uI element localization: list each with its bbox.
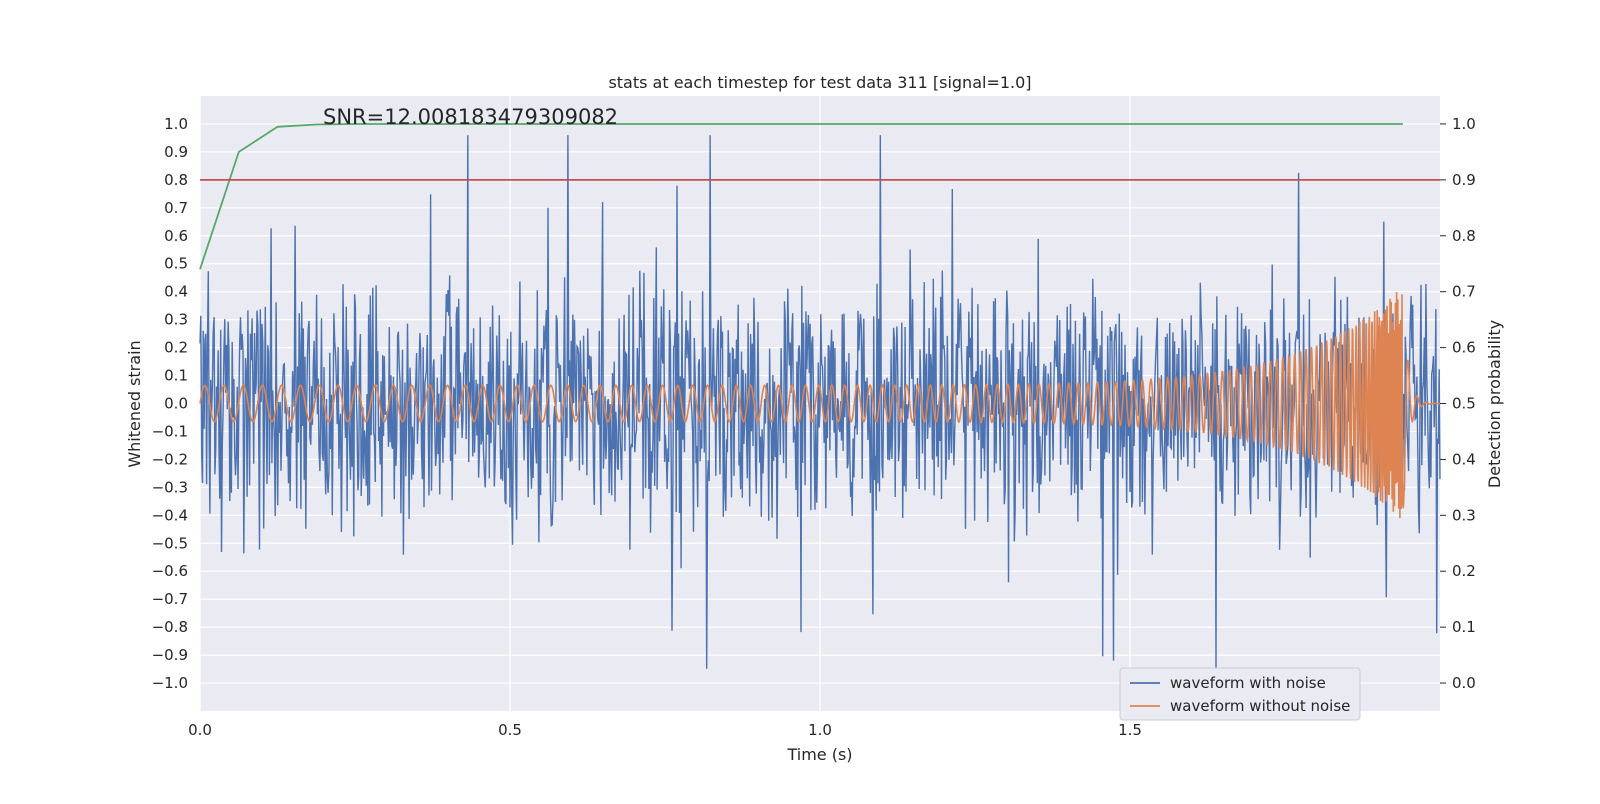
legend-label-without-noise: waveform without noise [1170,697,1350,715]
y-left-tick-label: 0.6 [164,227,188,245]
y-left-tick-label: 1.0 [164,115,188,133]
y-right-tick-label: 0.1 [1452,618,1476,636]
x-tick-label: 1.5 [1118,721,1142,739]
y-right-tick-label: 0.3 [1452,506,1476,524]
y-left-tick-label: −0.2 [152,450,188,468]
y-left-tick-label: 0.1 [164,367,188,385]
y-left-tick-label: 0.5 [164,255,188,273]
y-right-tick-label: 0.8 [1452,227,1476,245]
snr-annotation: SNR=12.008183479309082 [323,105,618,129]
y-left-tick-label: 0.3 [164,311,188,329]
y-left-tick-label: 0.2 [164,339,188,357]
legend: waveform with noise waveform without noi… [1119,667,1361,721]
x-tick-label: 0.0 [188,721,212,739]
y-right-tick-label: 0.0 [1452,674,1476,692]
y-left-tick-label: 0.0 [164,395,188,413]
y-right-tick-label: 0.7 [1452,283,1476,301]
y-right-tick-label: 1.0 [1452,115,1476,133]
y-axis-label-right: Detection probability [1485,320,1504,488]
y-left-tick-label: −0.1 [152,422,188,440]
y-left-tick-label: −0.5 [152,534,188,552]
y-left-tick-label: −0.6 [152,562,188,580]
y-left-tick-label: −0.7 [152,590,188,608]
x-tick-label: 1.0 [808,721,832,739]
y-right-tick-label: 0.2 [1452,562,1476,580]
y-right-tick-label: 0.6 [1452,339,1476,357]
y-left-tick-label: −0.9 [152,646,188,664]
y-axis-label-left: Whitened strain [125,340,144,467]
y-left-tick-label: 0.8 [164,171,188,189]
y-left-tick-label: −0.3 [152,478,188,496]
legend-label-with-noise: waveform with noise [1170,674,1326,692]
y-right-tick-label: 0.9 [1452,171,1476,189]
legend-box [1119,667,1361,721]
y-right-tick-label: 0.4 [1452,450,1476,468]
y-left-tick-label: −0.4 [152,506,188,524]
y-left-tick-label: −1.0 [152,674,188,692]
y-left-tick-label: 0.4 [164,283,188,301]
series-detection-probability [199,123,1403,270]
x-tick-label: 0.5 [498,721,522,739]
y-right-tick-label: 0.5 [1452,395,1476,413]
chart-title: stats at each timestep for test data 311… [608,73,1031,92]
y-left-tick-label: 0.7 [164,199,188,217]
x-axis-label: Time (s) [786,745,852,764]
y-left-tick-label: 0.9 [164,143,188,161]
y-left-tick-label: −0.8 [152,618,188,636]
series-waveform-without-noise [199,292,1440,519]
